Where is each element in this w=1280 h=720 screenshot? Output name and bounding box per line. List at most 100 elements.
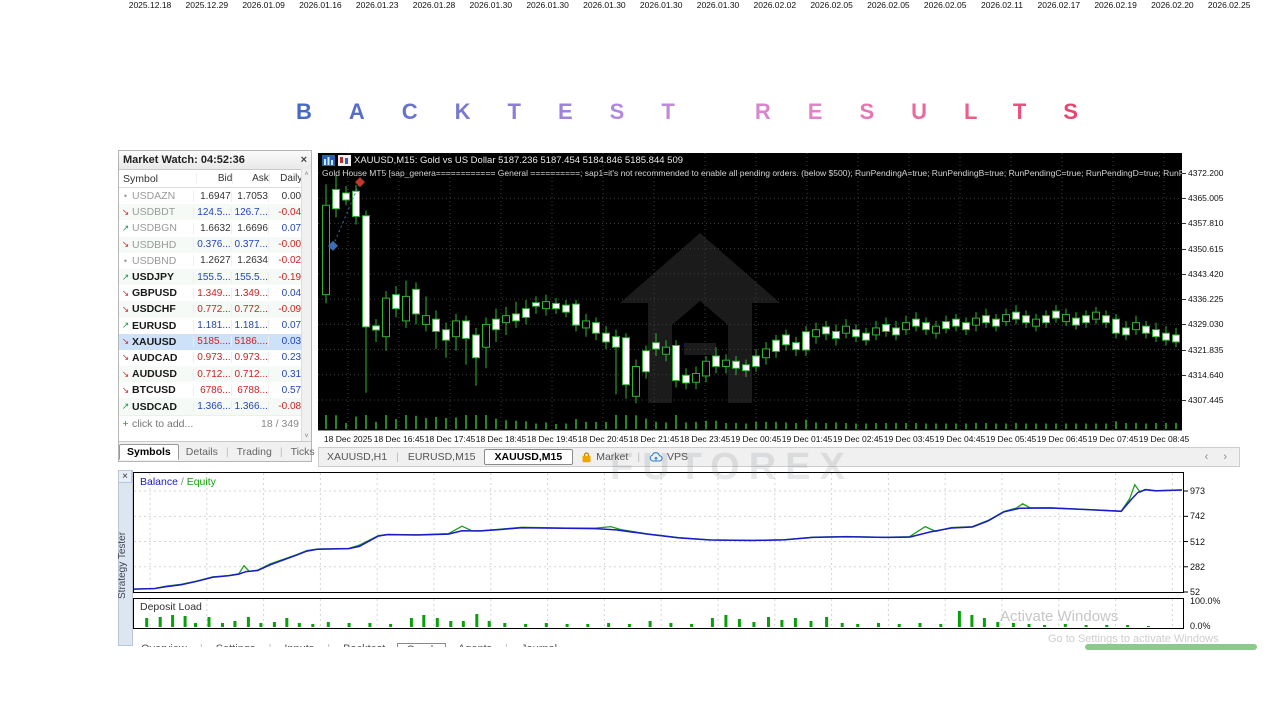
legend-separator: / <box>177 476 187 488</box>
market-watch-row[interactable]: ↘ XAUUSD 5185.... 5186.... 0.03% <box>119 333 311 350</box>
up-trend-icon: ↗ <box>121 320 130 331</box>
symbol-label: USDCHF <box>132 303 176 316</box>
bar-chart-icon <box>322 155 335 166</box>
date-tick-label: 2025.12.29 <box>185 0 229 10</box>
tester-tab-settings[interactable]: Settings <box>208 643 264 647</box>
tester-tab-backtest[interactable]: Backtest <box>335 643 393 647</box>
add-symbol-label[interactable]: click to add... <box>132 417 194 430</box>
time-tick-label: 19 Dec 04:45 <box>934 434 986 444</box>
price-tick <box>1182 299 1186 301</box>
market-watch-row[interactable]: ↘ USDCHF 0.772... 0.772... -0.09% <box>119 301 311 318</box>
market-watch-scrollbar[interactable]: ˄ ˅ <box>301 169 311 442</box>
deposit-bar <box>957 611 961 627</box>
date-tick-label: 2026.02.17 <box>1037 0 1081 10</box>
price-tick <box>1182 273 1186 275</box>
deposit-bar <box>259 623 263 627</box>
market-watch-row[interactable]: • USDAZN 1.6947 1.7053 0.00% <box>119 188 311 204</box>
chart-tab-xauusd-m15[interactable]: XAUUSD,M15 <box>483 449 574 465</box>
deposit-load-label: Deposit Load <box>140 601 202 613</box>
market-watch-row[interactable]: ↗ USDBGN 1.6632 1.6696 0.07% <box>119 220 311 236</box>
time-axis: 18 Dec 2025 18 Dec 16:45 18 Dec 17:45 18 De… <box>318 430 1189 447</box>
progress-bar <box>1085 644 1257 650</box>
chart-tab-eurusd-m15[interactable]: EURUSD,M15 <box>407 451 476 463</box>
market-watch-row[interactable]: ↘ BTCUSD 6786... 6788... 0.57% <box>119 382 311 398</box>
symbol-label: USDBND <box>132 254 177 267</box>
price-tick-label: 4343.420 <box>1188 268 1224 279</box>
legend-balance[interactable]: Balance <box>140 476 178 488</box>
date-tick-label: 2026.01.28 <box>412 0 456 10</box>
scroll-down-icon[interactable]: ˅ <box>304 433 309 440</box>
tab-vps-label[interactable]: VPS <box>667 451 689 463</box>
market-watch-tab-trading[interactable]: Trading <box>236 445 272 458</box>
column-ask[interactable]: Ask <box>232 173 269 184</box>
market-watch-tab-symbols[interactable]: Symbols <box>119 443 179 460</box>
candlestick-chart[interactable]: XAUUSD,M15: Gold vs US Dollar 5187.236 5… <box>318 153 1182 430</box>
date-tick-label: 2026.02.02 <box>753 0 797 10</box>
market-watch-row[interactable]: ↘ USDBDT 124.5... 126.7... -0.04% <box>119 204 311 221</box>
chart-tab-xauusd-h1[interactable]: XAUUSD,H1 <box>327 451 388 463</box>
price-tick <box>1182 324 1186 326</box>
daily-change: 0.04% <box>267 287 311 299</box>
tester-tab-graph[interactable]: Graph <box>397 643 446 647</box>
market-watch-row[interactable]: ↘ USDBHD 0.376... 0.377... -0.00% <box>119 236 311 253</box>
market-watch-row[interactable]: ↘ AUDCAD 0.973... 0.973... 0.23% <box>119 350 311 366</box>
market-watch-titlebar: Market Watch: 04:52:36 × <box>119 151 311 170</box>
up-trend-icon: ↗ <box>121 222 130 233</box>
ask-value: 1.6696 <box>230 222 268 234</box>
symbol-label: USDBDT <box>132 206 176 219</box>
candle-canvas[interactable] <box>318 153 1182 430</box>
date-tick-label: 2026.02.05 <box>810 0 853 10</box>
balance-line <box>133 488 1183 590</box>
tab-market[interactable]: Market <box>573 449 636 465</box>
ask-value: 155.5... <box>230 271 268 283</box>
pct-axis-label: 100.0% <box>1190 596 1221 606</box>
deposit-bar <box>246 617 250 627</box>
deposit-bar <box>586 624 590 627</box>
market-watch-row[interactable]: • USDBND 1.2627 1.2634 -0.02% <box>119 253 311 269</box>
tester-tab-agents[interactable]: Agents <box>450 643 500 647</box>
market-watch-row[interactable]: ↗ EURUSD 1.181... 1.181... 0.07% <box>119 318 311 334</box>
deposit-bar <box>183 616 187 627</box>
strategy-tester-vertical-tab[interactable]: Strategy Tester <box>117 531 128 599</box>
ask-value: 1.7053 <box>230 190 268 202</box>
add-symbol-row[interactable]: + click to add... 18 / 349 <box>119 414 311 432</box>
market-watch-tab-ticks[interactable]: Ticks <box>290 445 315 458</box>
date-tick-label: 2026.01.30 <box>583 0 626 10</box>
deposit-bar <box>793 618 797 627</box>
market-watch-tab-details[interactable]: Details <box>185 445 218 458</box>
plus-icon[interactable]: + <box>122 417 129 430</box>
market-watch-row[interactable]: ↗ USDJPY 155.5... 155.5... -0.19% <box>119 268 311 286</box>
tab-separator: | <box>199 643 204 647</box>
time-tick-label: 19 Dec 00:45 <box>730 434 782 444</box>
deposit-bar <box>669 623 673 627</box>
close-icon[interactable]: × <box>300 154 307 166</box>
deposit-bar <box>809 621 813 627</box>
tester-tab-journal[interactable]: Journal <box>513 643 565 647</box>
tab-vps[interactable]: VPS <box>641 449 696 465</box>
time-tick-label: 19 Dec 03:45 <box>883 434 935 444</box>
daily-change: -0.04% <box>267 206 311 218</box>
tab-market-label[interactable]: Market <box>596 451 629 463</box>
scroll-up-icon[interactable]: ˄ <box>304 171 309 178</box>
market-watch-row[interactable]: ↘ AUDUSD 0.712... 0.712... 0.31% <box>119 366 311 383</box>
tab-nav-arrows[interactable]: ‹ › <box>1204 451 1233 463</box>
symbol-label: USDJPY <box>132 271 175 284</box>
market-watch-title: Market Watch: 04:52:36 <box>123 154 245 166</box>
deposit-bar <box>710 618 714 627</box>
deposit-bar <box>347 623 351 627</box>
tester-close-icon[interactable]: × <box>118 470 132 483</box>
column-symbol[interactable]: Symbol <box>123 172 159 185</box>
column-bid[interactable]: Bid <box>195 173 232 184</box>
legend-equity[interactable]: Equity <box>186 476 216 488</box>
column-daily[interactable]: Daily... <box>268 173 311 184</box>
value-axis-label: 742 <box>1190 511 1206 522</box>
tester-tab-inputs[interactable]: Inputs <box>276 643 322 647</box>
deposit-bar <box>918 623 922 627</box>
tester-tab-overview[interactable]: Overview <box>133 643 195 647</box>
price-tick <box>1182 374 1186 376</box>
deposit-bar <box>145 618 149 627</box>
market-watch-row[interactable]: ↗ USDCAD 1.366... 1.366... -0.08% <box>119 398 311 415</box>
equity-chart[interactable] <box>133 470 1217 646</box>
date-tick-label: 2026.01.30 <box>696 0 740 10</box>
market-watch-row[interactable]: ↘ GBPUSD 1.349... 1.349... 0.04% <box>119 285 311 301</box>
